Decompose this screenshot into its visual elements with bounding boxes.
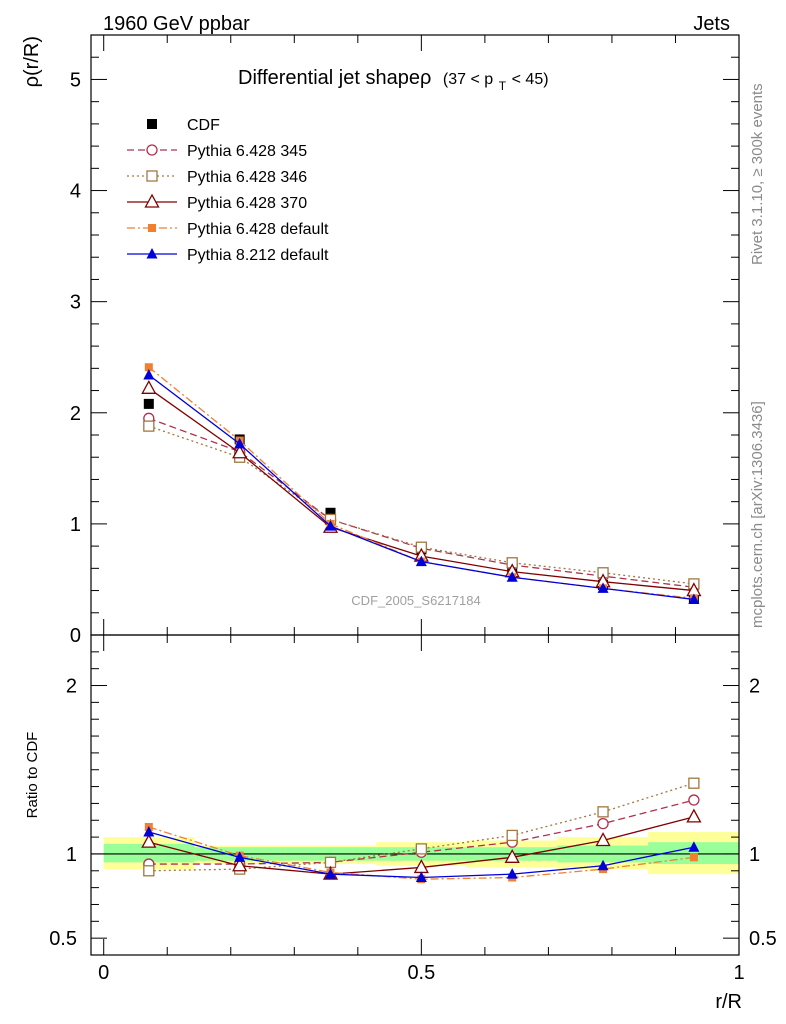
- ratio-data-point: [141, 833, 157, 848]
- data-point: [141, 379, 157, 394]
- data-point: [144, 363, 153, 372]
- ratio-ytick-label: 0.5: [49, 928, 77, 950]
- ratio-ytick-label-right: 1: [749, 844, 760, 866]
- series-cdf: [143, 398, 699, 604]
- ratio-data-point: [234, 851, 246, 862]
- ratio-ytick-label-right: 0.5: [749, 928, 777, 950]
- mcplots-label: mcplots.cern.ch [arXiv:1306.3436]: [749, 401, 766, 628]
- data-point: [597, 582, 609, 593]
- ratio-data-point: [595, 832, 611, 847]
- legend-label: Pythia 8.212 default: [187, 247, 329, 264]
- data-point: [143, 398, 154, 409]
- legend-item-pythia-6-428-346: Pythia 6.428 346: [127, 169, 307, 186]
- main-ylabel: ρ(r/R): [21, 36, 43, 87]
- xlabel: r/R: [715, 991, 742, 1013]
- series-pythia-6-428-default: [144, 363, 698, 603]
- watermark: CDF_2005_S6217184: [351, 593, 480, 608]
- ratio-data-point: [688, 841, 700, 852]
- ratio-data-point: [143, 865, 155, 877]
- ratio-data-point: [325, 868, 337, 879]
- data-point: [143, 420, 155, 432]
- ratio-data-point: [232, 857, 248, 872]
- ratio-data-point: [415, 843, 428, 855]
- ratio-data-point: [689, 853, 698, 862]
- legend-label: CDF: [187, 117, 220, 134]
- main-title-subscript: T: [499, 79, 507, 93]
- ratio-data-point: [415, 871, 427, 883]
- ratio-ytick-label-right: 2: [749, 676, 760, 698]
- main-ytick-label: 3: [70, 292, 81, 314]
- data-point: [232, 444, 248, 459]
- legend-marker: [148, 224, 156, 232]
- ratio-data-point: [688, 777, 700, 789]
- legend-item-pythia-8-212-default: Pythia 8.212 default: [127, 247, 329, 264]
- main-ytick-label: 2: [70, 403, 81, 425]
- legend-marker: [144, 193, 160, 208]
- ratio-frame: [90, 634, 740, 956]
- legend-label: Pythia 6.428 370: [187, 195, 307, 212]
- legend: CDF Pythia 6.428 345 Pythia 6.428 346 Pythi…: [127, 117, 329, 264]
- legend-item-pythia-6-428-345: Pythia 6.428 345: [127, 143, 307, 160]
- main-title: Differential jet shapeρ (37 < p T < 45): [238, 67, 549, 95]
- data-point: [143, 369, 155, 380]
- ratio-data-point: [506, 868, 518, 879]
- legend-item-pythia-6-428-default: Pythia 6.428 default: [127, 221, 329, 238]
- ratio-data-point: [504, 848, 520, 863]
- header-left-label: 1960 GeV ppbar: [103, 13, 250, 35]
- main-title-text: Differential jet shapeρ: [238, 67, 431, 89]
- ratio-data-point: [506, 829, 518, 842]
- legend-label: Pythia 6.428 346: [187, 169, 307, 186]
- ratio-data-point: [688, 794, 700, 806]
- ratio-series-pythia-8-212-default: [143, 826, 700, 883]
- data-point: [415, 555, 427, 567]
- legend-marker: [147, 119, 157, 129]
- ratio-ytick-label: 1: [66, 844, 77, 866]
- data-point: [506, 571, 518, 582]
- main-ytick-label: 4: [70, 181, 81, 203]
- legend-marker: [146, 170, 158, 182]
- data-point: [688, 593, 700, 604]
- legend-marker: [146, 248, 158, 259]
- ratio-ylabel: Ratio to CDF: [24, 732, 41, 819]
- ratio-xtick-label: 0: [98, 962, 109, 984]
- ratio-data-point: [597, 859, 609, 871]
- main-title-range: (37 < p: [443, 71, 493, 88]
- data-point: [325, 507, 336, 518]
- legend-marker: [146, 144, 158, 156]
- ratio-data-point: [686, 808, 702, 823]
- ratio-xtick-label: 0.5: [407, 962, 435, 984]
- ratio-ytick-label: 2: [66, 676, 77, 698]
- legend-label: Pythia 6.428 345: [187, 143, 307, 160]
- header-right-label: Jets: [693, 13, 730, 35]
- main-ytick-label: 0: [70, 625, 81, 647]
- rivet-label: Rivet 3.1.10, ≥ 300k events: [749, 83, 766, 265]
- main-ytick-label: 5: [70, 69, 81, 91]
- main-title-range-end: < 45): [512, 71, 549, 88]
- main-ytick-label: 1: [70, 514, 81, 536]
- ratio-data-point: [597, 817, 609, 830]
- legend-item-pythia-6-428-370: Pythia 6.428 370: [127, 193, 307, 212]
- legend-item-cdf: CDF: [147, 117, 220, 134]
- data-point: [325, 520, 337, 531]
- data-point: [234, 437, 246, 449]
- series-pythia-8-212-default: [143, 369, 700, 604]
- ratio-data-point: [143, 826, 155, 837]
- ratio-band-inner: [648, 842, 739, 865]
- main-panel: 0 1 2 3 4 5 Differential jet shapeρ (37 < p T…: [21, 34, 740, 647]
- ratio-xtick-label: 1: [733, 962, 744, 984]
- ratio-panel: 0.5 0.51 12 20 0.5 1 Ratio to CDF r/R: [24, 634, 777, 1013]
- ratio-data-point: [597, 806, 609, 818]
- legend-label: Pythia 6.428 default: [187, 221, 329, 238]
